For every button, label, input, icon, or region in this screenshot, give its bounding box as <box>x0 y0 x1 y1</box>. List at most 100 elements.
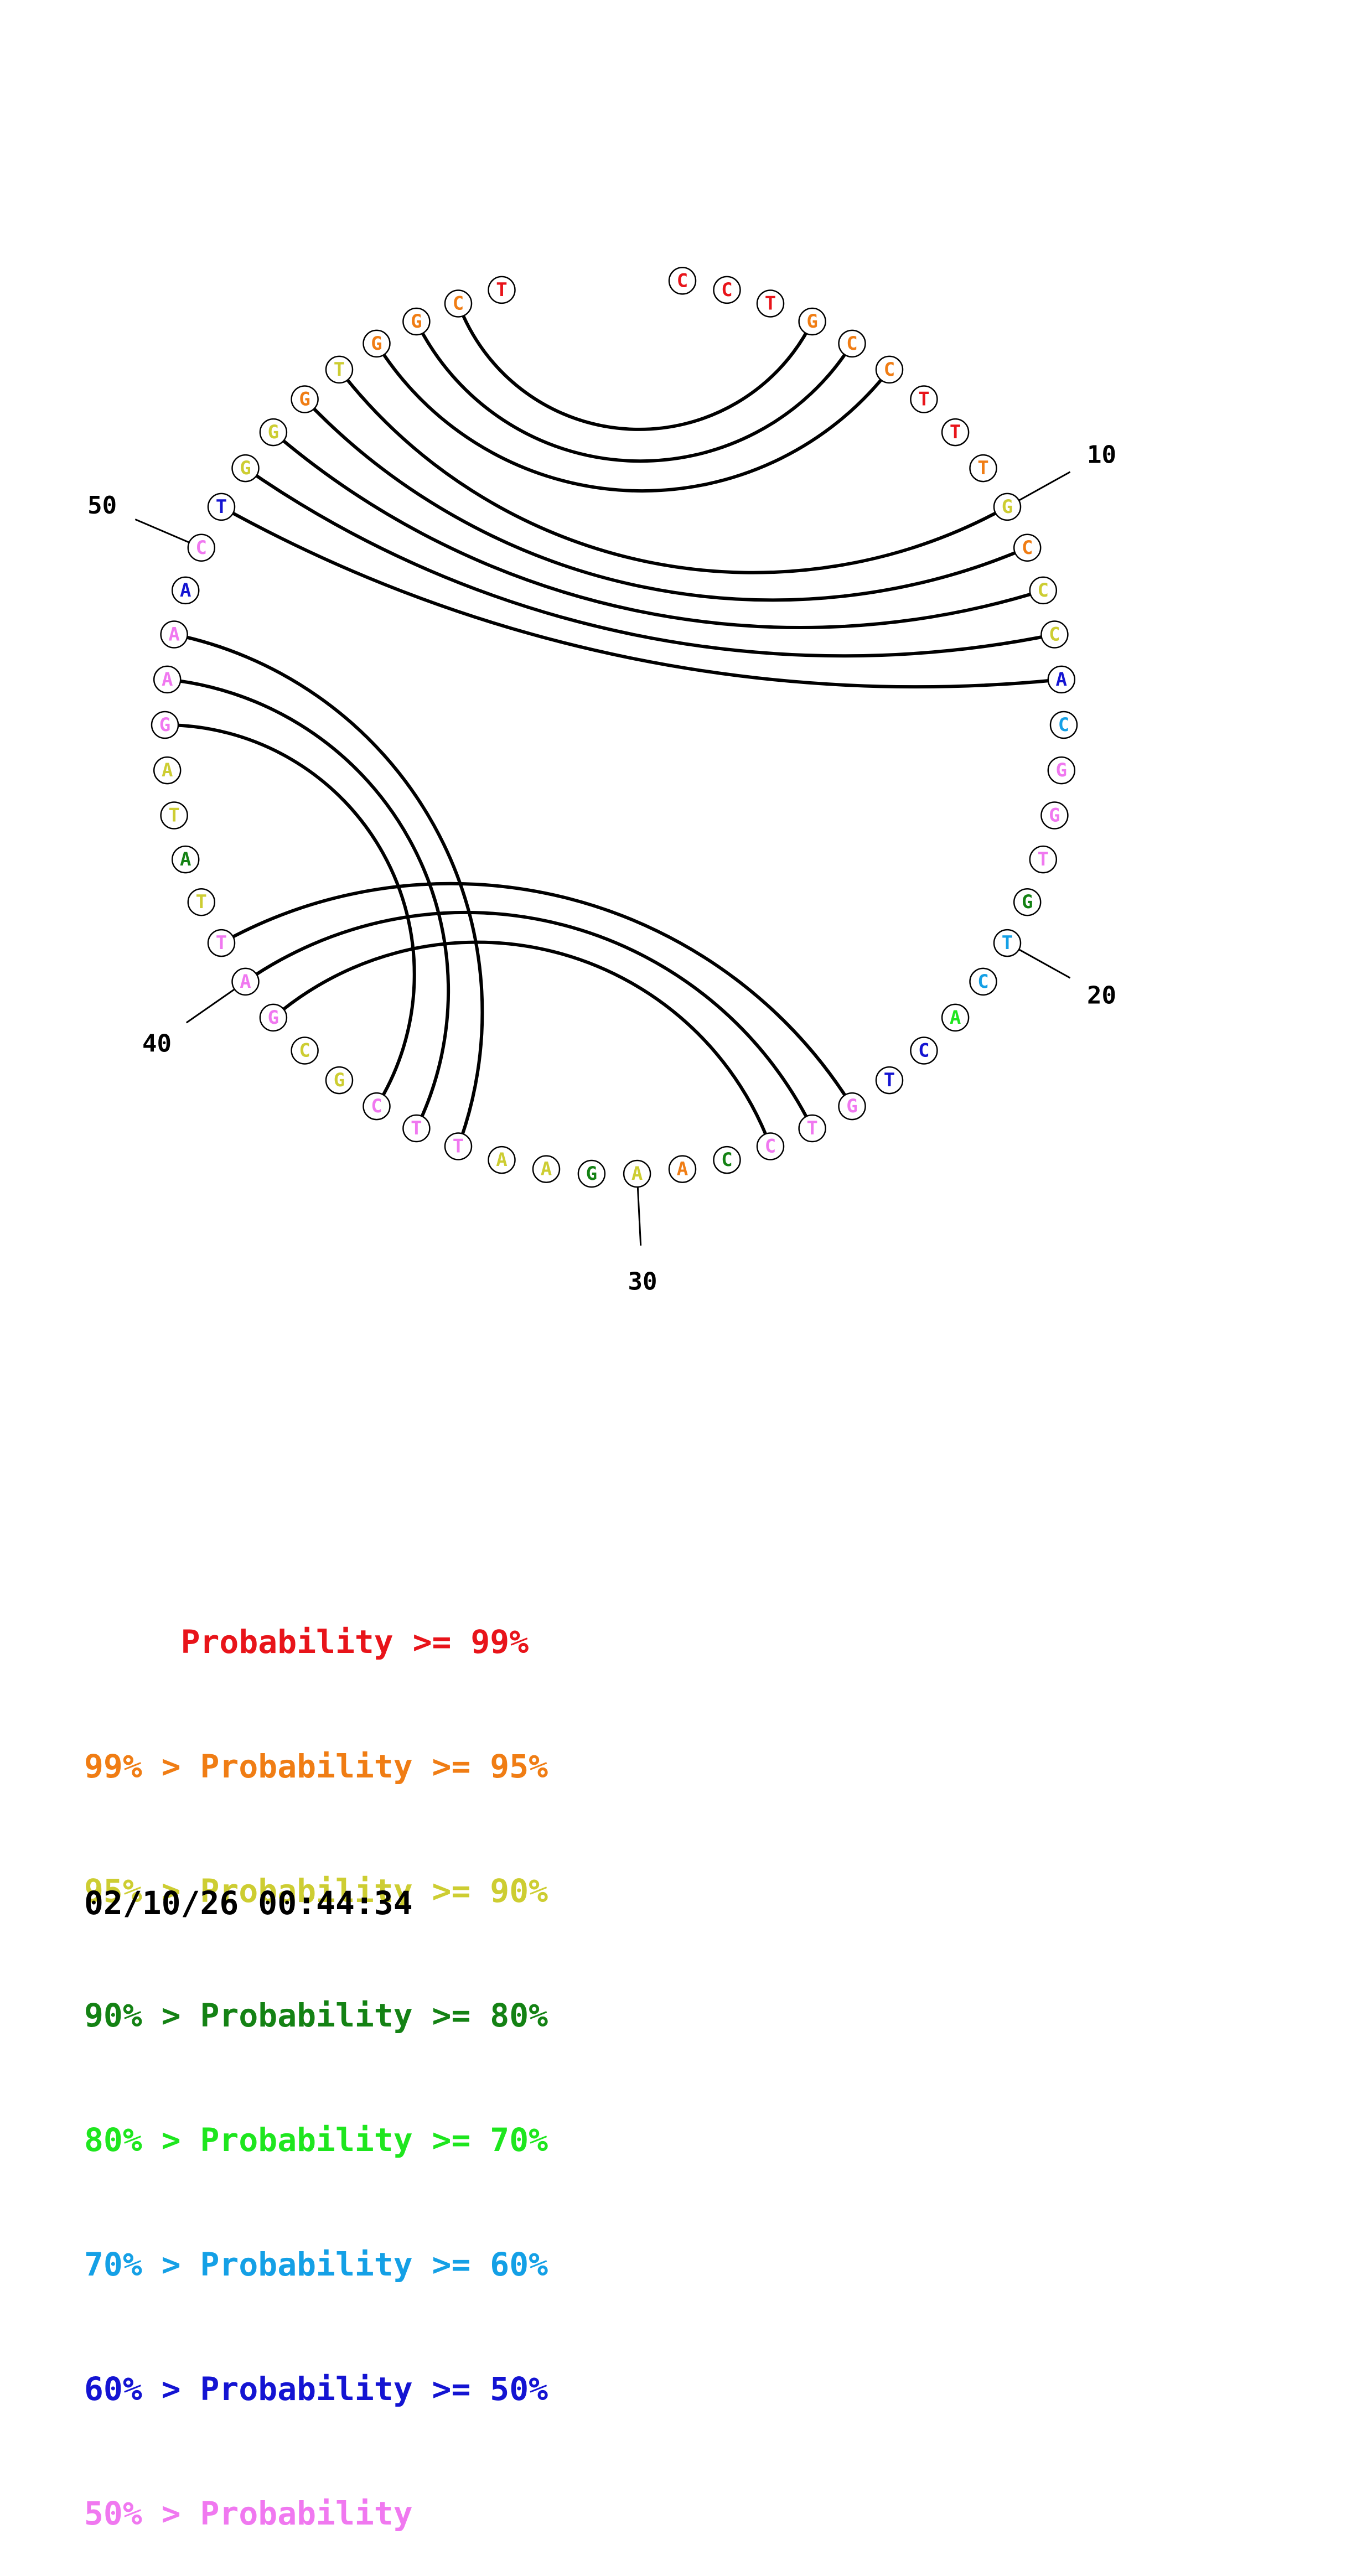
nucleotide: A <box>153 756 182 785</box>
nucleotide: T <box>1029 845 1058 874</box>
nucleotide-letter: G <box>586 1163 597 1185</box>
timestamp: 02/10/26 00:44:34 <box>84 1884 413 1922</box>
nucleotide-letter: G <box>411 310 422 333</box>
nucleotide-circle <box>444 289 473 318</box>
nucleotide-circle <box>668 1155 697 1183</box>
nucleotide-circle <box>325 355 354 384</box>
nucleotide-letter: T <box>1002 932 1013 954</box>
nucleotide: T <box>910 385 938 413</box>
nucleotide-letter: G <box>1022 891 1033 913</box>
nucleotide: G <box>259 1003 288 1032</box>
nucleotide-circle <box>532 1155 561 1183</box>
nucleotide-letter: G <box>240 457 251 479</box>
nucleotide: A <box>153 665 182 694</box>
base-pair-arc <box>173 633 484 1147</box>
nucleotide: C <box>1029 576 1058 605</box>
nucleotide-letter: A <box>168 624 179 646</box>
nucleotide-circle <box>363 329 391 358</box>
nucleotide-circle <box>259 418 288 447</box>
nucleotide-letter: G <box>268 1007 279 1029</box>
nucleotide-circle <box>291 385 319 413</box>
position-label: 40 <box>142 1029 172 1058</box>
nucleotide: A <box>623 1159 651 1188</box>
nucleotide-letter: T <box>1038 848 1049 870</box>
nucleotide-circle <box>1040 801 1069 830</box>
legend-row-p50: 60% > Probability >= 50% <box>84 2370 548 2408</box>
nucleotide: T <box>187 888 216 916</box>
nucleotide-letter: A <box>631 1163 643 1185</box>
nucleotide: T <box>488 276 516 304</box>
nucleotide-circle <box>171 576 200 605</box>
nucleotide: T <box>402 1114 431 1143</box>
nucleotide-circle <box>713 276 741 304</box>
legend-row-p90: 95% > Probability >= 90% <box>84 1872 548 1910</box>
nucleotide-letter: T <box>765 293 776 315</box>
nucleotide-letter: T <box>216 932 227 954</box>
base-pair-arc <box>164 723 416 1107</box>
base-pair-arc <box>338 369 1008 574</box>
nucleotide: A <box>1047 665 1076 694</box>
nucleotide: G <box>259 418 288 447</box>
nucleotide: T <box>969 454 997 483</box>
nucleotide-circle <box>151 711 179 739</box>
nucleotide-letter: G <box>1056 759 1067 781</box>
probability-legend: Probability >= 99% 99% > Probability >= … <box>84 1538 548 2576</box>
legend-row-p80: 90% > Probability >= 80% <box>84 1997 548 2034</box>
nucleotide: C <box>363 1092 391 1121</box>
nucleotide-circle <box>969 967 997 996</box>
nucleotide: G <box>151 711 179 739</box>
nucleotide-letter: C <box>677 269 688 292</box>
nucleotide-circle <box>187 888 216 916</box>
nucleotide-letter: G <box>334 1069 345 1091</box>
nucleotide-letter: A <box>496 1149 507 1171</box>
nucleotide: T <box>993 929 1022 957</box>
nucleotide-letter: G <box>299 388 310 411</box>
nucleotide-letter: C <box>1038 579 1049 602</box>
nucleotide: C <box>875 355 904 384</box>
nucleotide-circle <box>207 929 236 957</box>
nucleotide-circle <box>875 355 904 384</box>
nucleotide-circle <box>668 267 697 295</box>
nucleotide-circle <box>231 967 260 996</box>
nucleotide-letter: C <box>918 1040 929 1062</box>
position-label: 50 <box>87 491 117 520</box>
nucleotide-circle <box>838 1092 866 1121</box>
nucleotide: G <box>363 329 391 358</box>
nucleotide-circle <box>1029 845 1058 874</box>
nucleotide: T <box>325 355 354 384</box>
nucleotide-letter: C <box>1058 714 1069 736</box>
nucleotide-circle <box>363 1092 391 1121</box>
nucleotide: G <box>1040 801 1069 830</box>
nucleotide-circle <box>713 1146 741 1174</box>
position-label: 30 <box>628 1268 657 1296</box>
nucleotide: C <box>187 533 216 562</box>
nucleotide: A <box>668 1155 697 1183</box>
nucleotide-circle <box>756 289 785 318</box>
position-label: 20 <box>1087 982 1116 1010</box>
nucleotide: C <box>713 1146 741 1174</box>
nucleotide-letter: A <box>541 1158 552 1180</box>
nucleotide-letter: T <box>806 1117 817 1139</box>
nucleotide: G <box>1013 888 1042 916</box>
nucleotide-letter: C <box>1022 537 1033 559</box>
nucleotide-circle <box>910 1036 938 1065</box>
nucleotide-circle <box>1013 888 1042 916</box>
nucleotide-circle <box>488 1146 516 1174</box>
nucleotide-letter: T <box>196 891 207 913</box>
nucleotide-circle <box>153 665 182 694</box>
legend-row-plow: 50% > Probability <box>84 2495 413 2532</box>
nucleotide-letter: C <box>371 1095 382 1117</box>
nucleotide-letter: T <box>950 421 961 443</box>
nucleotide: G <box>325 1066 354 1095</box>
nucleotide-letter: C <box>196 537 207 559</box>
nucleotide-circle <box>798 1114 826 1143</box>
nucleotide-letter: T <box>977 457 988 479</box>
nucleotide-circle <box>160 801 188 830</box>
position-label: 10 <box>1087 440 1116 469</box>
nucleotide: T <box>941 418 970 447</box>
nucleotide: T <box>207 493 236 521</box>
nucleotide: A <box>488 1146 516 1174</box>
nucleotide: C <box>668 267 697 295</box>
nucleotide-circle <box>1049 711 1078 739</box>
